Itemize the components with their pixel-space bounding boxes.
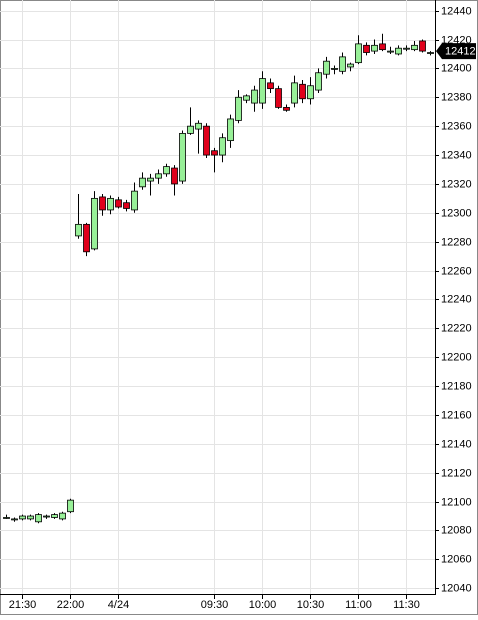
x-tick-label: 10:30 bbox=[297, 599, 325, 611]
candle-body bbox=[27, 515, 34, 520]
y-tick-label: 12400 bbox=[441, 62, 472, 74]
x-tick-label: 21:30 bbox=[9, 599, 37, 611]
y-tick-label: 12260 bbox=[441, 265, 472, 277]
x-tick-label: 09:30 bbox=[201, 599, 229, 611]
candle-body bbox=[75, 223, 82, 237]
candle-body bbox=[387, 50, 394, 53]
candle-body bbox=[187, 125, 194, 134]
candle-body bbox=[115, 199, 122, 208]
candle-body bbox=[331, 68, 338, 70]
candle-body bbox=[323, 60, 330, 75]
candle-body bbox=[163, 166, 170, 175]
y-tick-label: 12380 bbox=[441, 91, 472, 103]
candle-body bbox=[139, 177, 146, 188]
candle-body bbox=[59, 512, 66, 520]
y-tick-label: 12040 bbox=[441, 582, 472, 594]
candle-body bbox=[275, 88, 282, 108]
candle-body bbox=[339, 56, 346, 72]
candle-body bbox=[35, 514, 42, 523]
x-tick-label: 11:30 bbox=[393, 599, 420, 611]
y-tick-label: 12060 bbox=[441, 553, 472, 565]
candle-body bbox=[251, 89, 258, 104]
y-tick-label: 12120 bbox=[441, 467, 472, 479]
candle-body bbox=[131, 190, 138, 211]
candle-body bbox=[307, 85, 314, 100]
y-tick-label: 12320 bbox=[441, 178, 472, 190]
candle-body bbox=[67, 499, 74, 513]
candle-body bbox=[155, 173, 162, 179]
candle-body bbox=[107, 197, 114, 211]
price-tag bbox=[436, 43, 476, 60]
candle-body bbox=[99, 196, 106, 211]
y-tick-label: 12440 bbox=[441, 5, 472, 17]
x-tick-label: 22:00 bbox=[57, 599, 85, 611]
candle-body bbox=[51, 514, 58, 518]
y-tick-label: 12100 bbox=[441, 496, 472, 508]
y-tick-label: 12220 bbox=[441, 322, 472, 334]
candle-body bbox=[19, 515, 26, 520]
candle-body bbox=[227, 118, 234, 142]
candle-body bbox=[291, 82, 298, 104]
candle-body bbox=[355, 43, 362, 64]
candle-body bbox=[235, 96, 242, 121]
candle-body bbox=[371, 44, 378, 52]
candle-body bbox=[171, 167, 178, 185]
candle-body bbox=[243, 95, 250, 101]
candle-body bbox=[211, 150, 218, 156]
candle-body bbox=[43, 515, 50, 518]
candle-body bbox=[427, 52, 434, 54]
candle-body bbox=[259, 78, 266, 104]
y-tick-label: 12240 bbox=[441, 293, 472, 305]
candle-body bbox=[83, 223, 90, 253]
y-tick-label: 12180 bbox=[441, 380, 472, 392]
candle-body bbox=[11, 518, 18, 521]
candle-body bbox=[315, 72, 322, 91]
candle-body bbox=[283, 107, 290, 111]
candle-body bbox=[91, 197, 98, 250]
candle-body bbox=[419, 40, 426, 52]
candle-body bbox=[379, 43, 386, 51]
candle-body bbox=[411, 44, 418, 51]
y-tick-label: 12280 bbox=[441, 236, 472, 248]
y-tick-label: 12340 bbox=[441, 149, 472, 161]
candle-body bbox=[147, 177, 154, 182]
y-tick-label: 12360 bbox=[441, 120, 472, 132]
price-tag-label: 12412 bbox=[445, 45, 476, 57]
candle-body bbox=[203, 125, 210, 156]
candle-body bbox=[195, 122, 202, 130]
candle-body bbox=[395, 47, 402, 55]
candle-body bbox=[403, 47, 410, 50]
candle-body bbox=[3, 517, 10, 519]
candle-body bbox=[267, 82, 274, 90]
candle-body bbox=[299, 83, 306, 100]
y-tick-label: 12160 bbox=[441, 409, 472, 421]
candle-body bbox=[179, 132, 186, 182]
y-tick-label: 12080 bbox=[441, 524, 472, 536]
grid bbox=[0, 0, 435, 594]
candle-body bbox=[123, 202, 130, 209]
x-tick-label: 4/24 bbox=[108, 599, 129, 611]
candle-body bbox=[347, 63, 354, 68]
y-tick-label: 12140 bbox=[441, 438, 472, 450]
y-tick-label: 12200 bbox=[441, 351, 472, 363]
x-tick-label: 11:00 bbox=[345, 599, 372, 611]
candle-body bbox=[363, 44, 370, 53]
y-tick-label: 12300 bbox=[441, 207, 472, 219]
x-tick-label: 10:00 bbox=[249, 599, 277, 611]
candle-body bbox=[219, 137, 226, 156]
